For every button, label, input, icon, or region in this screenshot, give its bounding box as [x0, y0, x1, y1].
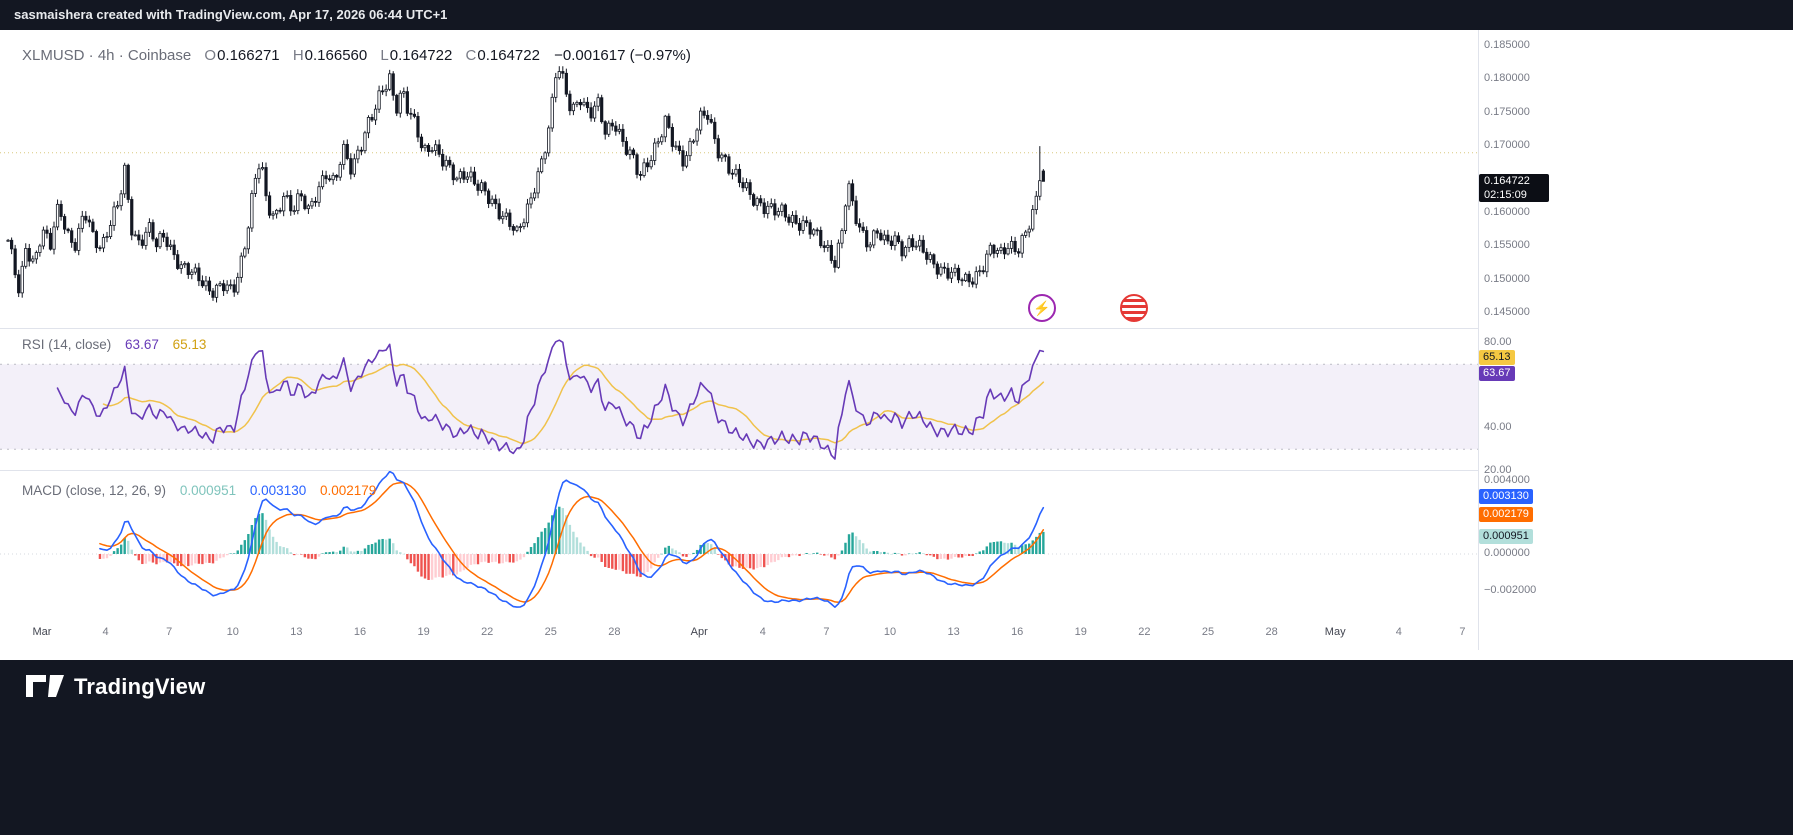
- price-pane[interactable]: [0, 30, 1478, 329]
- time-day-label: 28: [608, 626, 621, 638]
- macd-value-badge: 0.003130: [1479, 489, 1533, 504]
- us-flag-marker-icon[interactable]: [1120, 294, 1148, 322]
- macd-tick-label: 0.000000: [1484, 547, 1530, 559]
- close-label: C: [465, 47, 477, 64]
- rsi-pane[interactable]: [0, 329, 1478, 471]
- time-day-label: 25: [544, 626, 557, 638]
- flash-marker-icon[interactable]: ⚡: [1028, 294, 1056, 322]
- high-label: H: [292, 47, 304, 64]
- time-day-label: 4: [1395, 626, 1402, 638]
- tradingview-logo[interactable]: TradingView: [26, 674, 205, 700]
- rsi-tick-label: 20.00: [1484, 463, 1512, 476]
- symbol-title: XLMUSD · 4h · Coinbase: [22, 47, 192, 64]
- time-day-label: 13: [947, 626, 960, 638]
- macd-signal-value: 0.002179: [319, 483, 377, 498]
- bar-countdown: 02:15:09: [1484, 189, 1527, 201]
- macd-hist-value: 0.000951: [179, 483, 237, 498]
- time-day-label: 7: [1459, 626, 1466, 638]
- time-day-label: 10: [883, 626, 897, 638]
- footer-bar: TradingView: [0, 660, 1793, 835]
- macd-title: MACD (close, 12, 26, 9): [22, 483, 167, 498]
- time-day-label: 13: [290, 626, 303, 638]
- macd-hist-badge: 0.000951: [1479, 529, 1533, 544]
- price-tick-label: 0.175000: [1484, 105, 1530, 118]
- price-tick-label: 0.145000: [1484, 306, 1530, 318]
- price-tick-label: 0.170000: [1484, 139, 1530, 152]
- last-price: 0.164722: [1484, 175, 1530, 187]
- rsi-ma-value: 65.13: [172, 337, 207, 352]
- low-label: L: [380, 47, 389, 64]
- macd-pane[interactable]: [0, 471, 1478, 619]
- macd-signal-badge: 0.002179: [1479, 507, 1533, 522]
- time-month-label: Apr: [690, 626, 708, 638]
- price-tick-label: 0.155000: [1484, 239, 1530, 252]
- time-day-label: 19: [417, 626, 430, 638]
- macd-chart[interactable]: [0, 471, 1478, 618]
- tradingview-logo-text: TradingView: [74, 674, 206, 699]
- rsi-value: 63.67: [125, 337, 159, 352]
- rsi-tick-label: 40.00: [1484, 421, 1512, 433]
- time-day-label: 10: [226, 626, 239, 638]
- attribution-bar: sasmaishera created with TradingView.com…: [0, 0, 1793, 30]
- rsi-tick-label: 80.00: [1484, 336, 1512, 348]
- rsi-ma-badge: 65.13: [1479, 350, 1515, 365]
- high-value: 0.166560: [304, 47, 368, 64]
- rsi-legend: RSI (14, close) 63.67 65.13: [22, 337, 206, 352]
- macd-tick-label: 0.004000: [1484, 474, 1530, 486]
- time-day-label: 22: [1138, 626, 1151, 638]
- price-tick-label: 0.150000: [1484, 272, 1530, 285]
- time-day-label: 25: [1201, 626, 1215, 638]
- price-tick-label: 0.180000: [1484, 72, 1530, 85]
- time-day-label: 16: [1011, 626, 1024, 638]
- macd-tick-label: −0.002000: [1484, 583, 1537, 596]
- time-day-label: 7: [823, 626, 830, 638]
- symbol-legend: XLMUSD · 4h · Coinbase O0.166271 H0.1665…: [22, 47, 691, 64]
- tradingview-logo-icon: [26, 675, 64, 697]
- price-tick-label: 0.185000: [1484, 39, 1530, 51]
- rsi-value-badge: 63.67: [1479, 366, 1515, 381]
- macd-value: 0.003130: [249, 483, 307, 498]
- time-month-label: May: [1324, 626, 1346, 638]
- attribution-text: sasmaishera created with TradingView.com…: [14, 7, 448, 22]
- change-value: −0.001617 (−0.97%): [554, 47, 691, 64]
- price-tick-label: 0.160000: [1484, 205, 1530, 218]
- time-day-label: 28: [1265, 626, 1278, 638]
- time-scale[interactable]: [0, 618, 1478, 650]
- lightning-icon: ⚡: [1033, 299, 1051, 316]
- time-day-label: 22: [481, 626, 494, 638]
- price-scale-border: [1478, 30, 1479, 650]
- time-day-label: 16: [353, 626, 367, 638]
- rsi-chart[interactable]: [0, 329, 1478, 470]
- time-day-label: 4: [759, 626, 766, 638]
- macd-legend: MACD (close, 12, 26, 9) 0.000951 0.00313…: [22, 483, 376, 498]
- time-day-label: 19: [1074, 626, 1087, 638]
- open-label: O: [204, 47, 217, 64]
- last-price-badge: 0.164722 02:15:09: [1479, 174, 1549, 202]
- time-month-label: Mar: [32, 626, 52, 638]
- candlestick-chart[interactable]: [0, 30, 1478, 328]
- time-day-label: 4: [102, 626, 109, 638]
- rsi-title: RSI (14, close): [22, 337, 112, 352]
- open-value: 0.166271: [217, 47, 280, 64]
- close-value: 0.164722: [477, 47, 540, 64]
- time-day-label: 7: [166, 626, 173, 638]
- low-value: 0.164722: [389, 47, 453, 64]
